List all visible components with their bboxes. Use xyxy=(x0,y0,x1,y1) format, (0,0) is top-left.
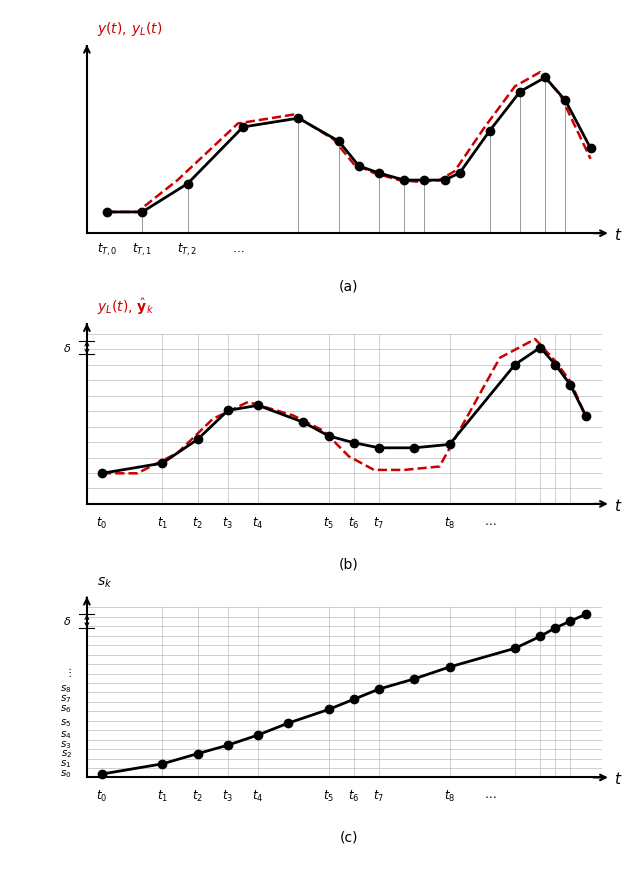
Text: $s_8$: $s_8$ xyxy=(60,684,72,695)
Text: $t_7$: $t_7$ xyxy=(374,789,385,804)
Text: (c): (c) xyxy=(340,830,358,844)
Text: $t_8$: $t_8$ xyxy=(444,516,455,531)
Text: $t_0$: $t_0$ xyxy=(97,789,108,804)
Text: $s_3$: $s_3$ xyxy=(60,739,72,751)
Text: $\cdots$: $\cdots$ xyxy=(484,516,496,529)
Text: $t_2$: $t_2$ xyxy=(192,516,204,531)
Text: $t_{T,2}$: $t_{T,2}$ xyxy=(177,242,198,258)
Text: $\ldots$: $\ldots$ xyxy=(232,242,244,255)
Text: $t_{T,0}$: $t_{T,0}$ xyxy=(97,242,117,258)
Text: $t$: $t$ xyxy=(614,771,623,787)
Text: $t$: $t$ xyxy=(614,498,623,513)
Text: (a): (a) xyxy=(339,279,358,293)
Text: $\vdots$: $\vdots$ xyxy=(64,665,72,678)
Text: $s_1$: $s_1$ xyxy=(60,758,72,770)
Text: $\cdots$: $\cdots$ xyxy=(484,789,496,802)
Text: $s_5$: $s_5$ xyxy=(60,717,72,729)
Text: $t_6$: $t_6$ xyxy=(348,516,360,531)
Text: $t_8$: $t_8$ xyxy=(444,789,455,804)
Text: $t_5$: $t_5$ xyxy=(323,789,334,804)
Text: $t_3$: $t_3$ xyxy=(222,516,234,531)
Text: $t_5$: $t_5$ xyxy=(323,516,334,531)
Text: $s_2$: $s_2$ xyxy=(61,748,72,760)
Text: $t$: $t$ xyxy=(614,227,623,243)
Text: $\delta$: $\delta$ xyxy=(63,341,72,354)
Text: $t_4$: $t_4$ xyxy=(252,789,264,804)
Text: $t_1$: $t_1$ xyxy=(157,516,168,531)
Text: $s_6$: $s_6$ xyxy=(60,704,72,715)
Text: $y_L(t),\, \hat{\mathbf{y}}_k$: $y_L(t),\, \hat{\mathbf{y}}_k$ xyxy=(97,297,154,317)
Text: $y(t),\, y_L(t)$: $y(t),\, y_L(t)$ xyxy=(97,20,162,38)
Text: $s_k$: $s_k$ xyxy=(97,576,112,590)
Text: $t_3$: $t_3$ xyxy=(222,789,234,804)
Text: $\delta$: $\delta$ xyxy=(63,615,72,627)
Text: $s_4$: $s_4$ xyxy=(60,729,72,741)
Text: $s_0$: $s_0$ xyxy=(60,768,72,780)
Text: $t_4$: $t_4$ xyxy=(252,516,264,531)
Text: $t_1$: $t_1$ xyxy=(157,789,168,804)
Text: $t_{T,1}$: $t_{T,1}$ xyxy=(132,242,152,258)
Text: $t_2$: $t_2$ xyxy=(192,789,204,804)
Text: $t_0$: $t_0$ xyxy=(97,516,108,531)
Text: $s_7$: $s_7$ xyxy=(60,693,72,705)
Text: $t_6$: $t_6$ xyxy=(348,789,360,804)
Text: $t_7$: $t_7$ xyxy=(374,516,385,531)
Text: (b): (b) xyxy=(339,557,358,571)
